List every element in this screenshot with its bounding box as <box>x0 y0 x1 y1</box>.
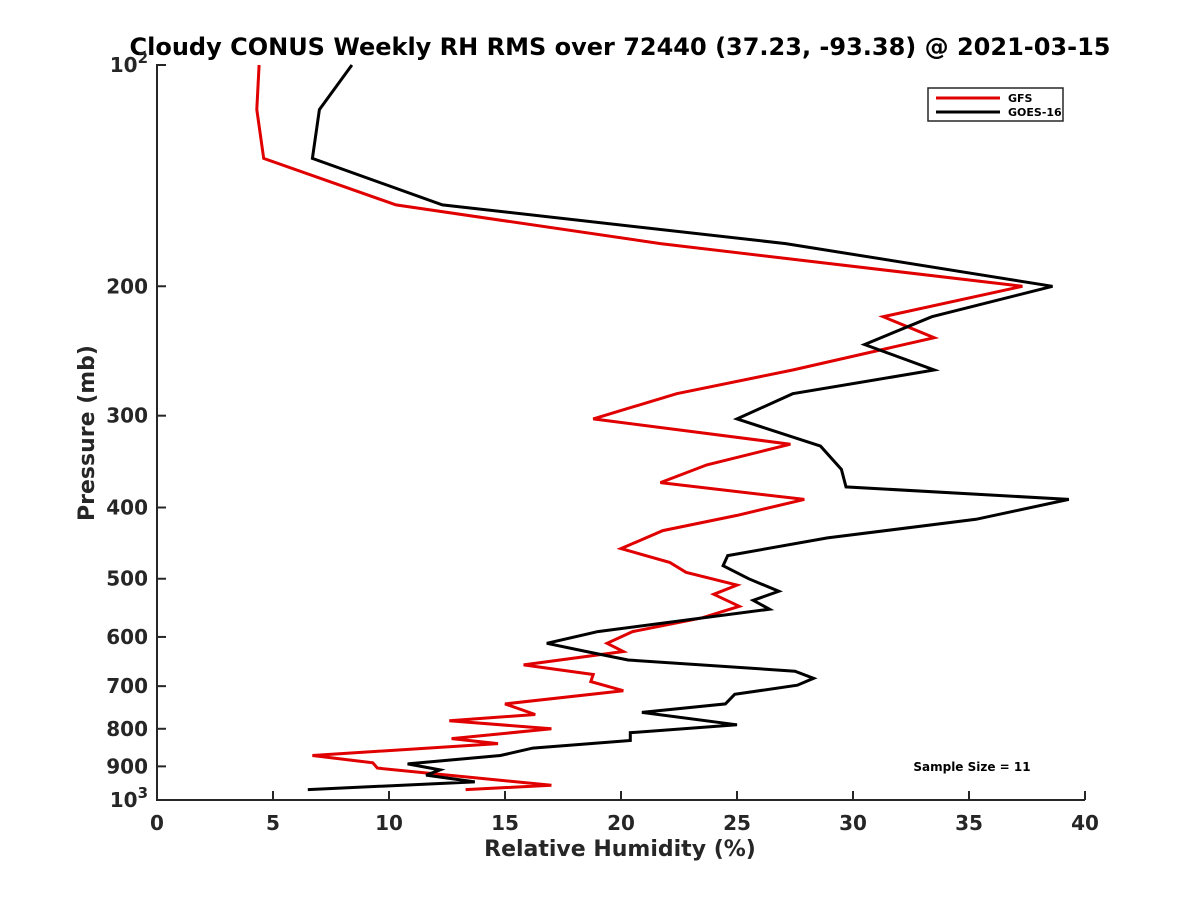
y-axis-ticks: 102 200 300 400 500 600 700 800 900 103 <box>106 49 166 812</box>
x-tick-label: 0 <box>150 811 164 835</box>
series-line-0 <box>255 64 1023 792</box>
x-tick-label: 15 <box>491 811 519 835</box>
y-tick-label: 800 <box>106 717 148 741</box>
y-tick-label: 400 <box>106 496 148 520</box>
y-tick-label: 200 <box>106 274 148 298</box>
chart-title: Cloudy CONUS Weekly RH RMS over 72440 (3… <box>130 33 1111 61</box>
sample-size-annotation: Sample Size = 11 <box>913 760 1030 774</box>
y-axis-label: Pressure (mb) <box>75 345 100 521</box>
x-tick-label: 35 <box>955 811 983 835</box>
x-tick-label: 20 <box>607 811 635 835</box>
series-lines <box>255 64 1070 792</box>
x-axis-label: Relative Humidity (%) <box>484 837 756 862</box>
y-tick-label: 102 <box>110 49 148 77</box>
y-tick-label: 103 <box>110 784 148 812</box>
x-tick-label: 25 <box>723 811 751 835</box>
y-tick-label: 900 <box>106 754 148 778</box>
x-axis-ticks: 0 5 10 15 20 25 30 35 40 <box>150 791 1099 835</box>
y-tick-label: 700 <box>106 674 148 698</box>
y-tick-label: 600 <box>106 625 148 649</box>
x-tick-label: 40 <box>1071 811 1099 835</box>
y-tick-label: 300 <box>106 404 148 428</box>
legend-label-1: GOES-16 <box>1008 106 1062 119</box>
x-tick-label: 10 <box>375 811 403 835</box>
legend-label-0: GFS <box>1008 92 1033 105</box>
y-tick-label: 500 <box>106 567 148 591</box>
x-tick-label: 5 <box>266 811 280 835</box>
legend-box <box>927 87 1064 122</box>
x-tick-label: 30 <box>839 811 867 835</box>
series-line-1 <box>307 64 1070 792</box>
axes <box>156 64 1085 801</box>
